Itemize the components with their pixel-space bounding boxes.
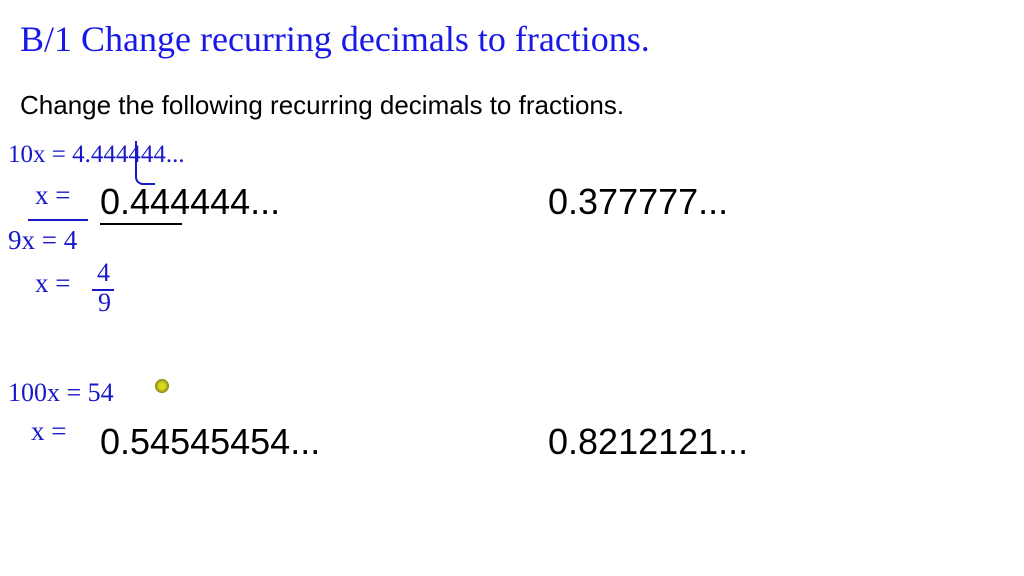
underline-decimal: [100, 223, 182, 225]
problem-2: 0.377777...: [548, 181, 728, 223]
pen-cursor-icon: [153, 377, 171, 395]
page-title: B/1 Change recurring decimals to fractio…: [0, 0, 1024, 70]
instruction-text: Change the following recurring decimals …: [0, 70, 1024, 131]
problem-3: 0.54545454...: [100, 421, 320, 463]
handwriting-x-equals-frac: x =: [35, 269, 70, 299]
handwriting-x-equals-1: x =: [35, 181, 70, 211]
handwriting-100x-equals-54: 100x = 54: [8, 379, 114, 408]
handwriting-frac-denominator: 9: [98, 289, 111, 318]
handwriting-frac-numerator: 4: [97, 259, 110, 288]
problem-4: 0.8212121...: [548, 421, 748, 463]
handwriting-10x-equals: 10x = 4.444444...: [8, 141, 185, 169]
problem-1: 0.444444...: [100, 181, 280, 223]
handwriting-underline-x: [28, 219, 88, 221]
handwriting-x-equals-2: x =: [31, 417, 66, 447]
handwriting-bracket: [135, 141, 155, 185]
handwriting-9x-equals-4: 9x = 4: [8, 226, 77, 256]
